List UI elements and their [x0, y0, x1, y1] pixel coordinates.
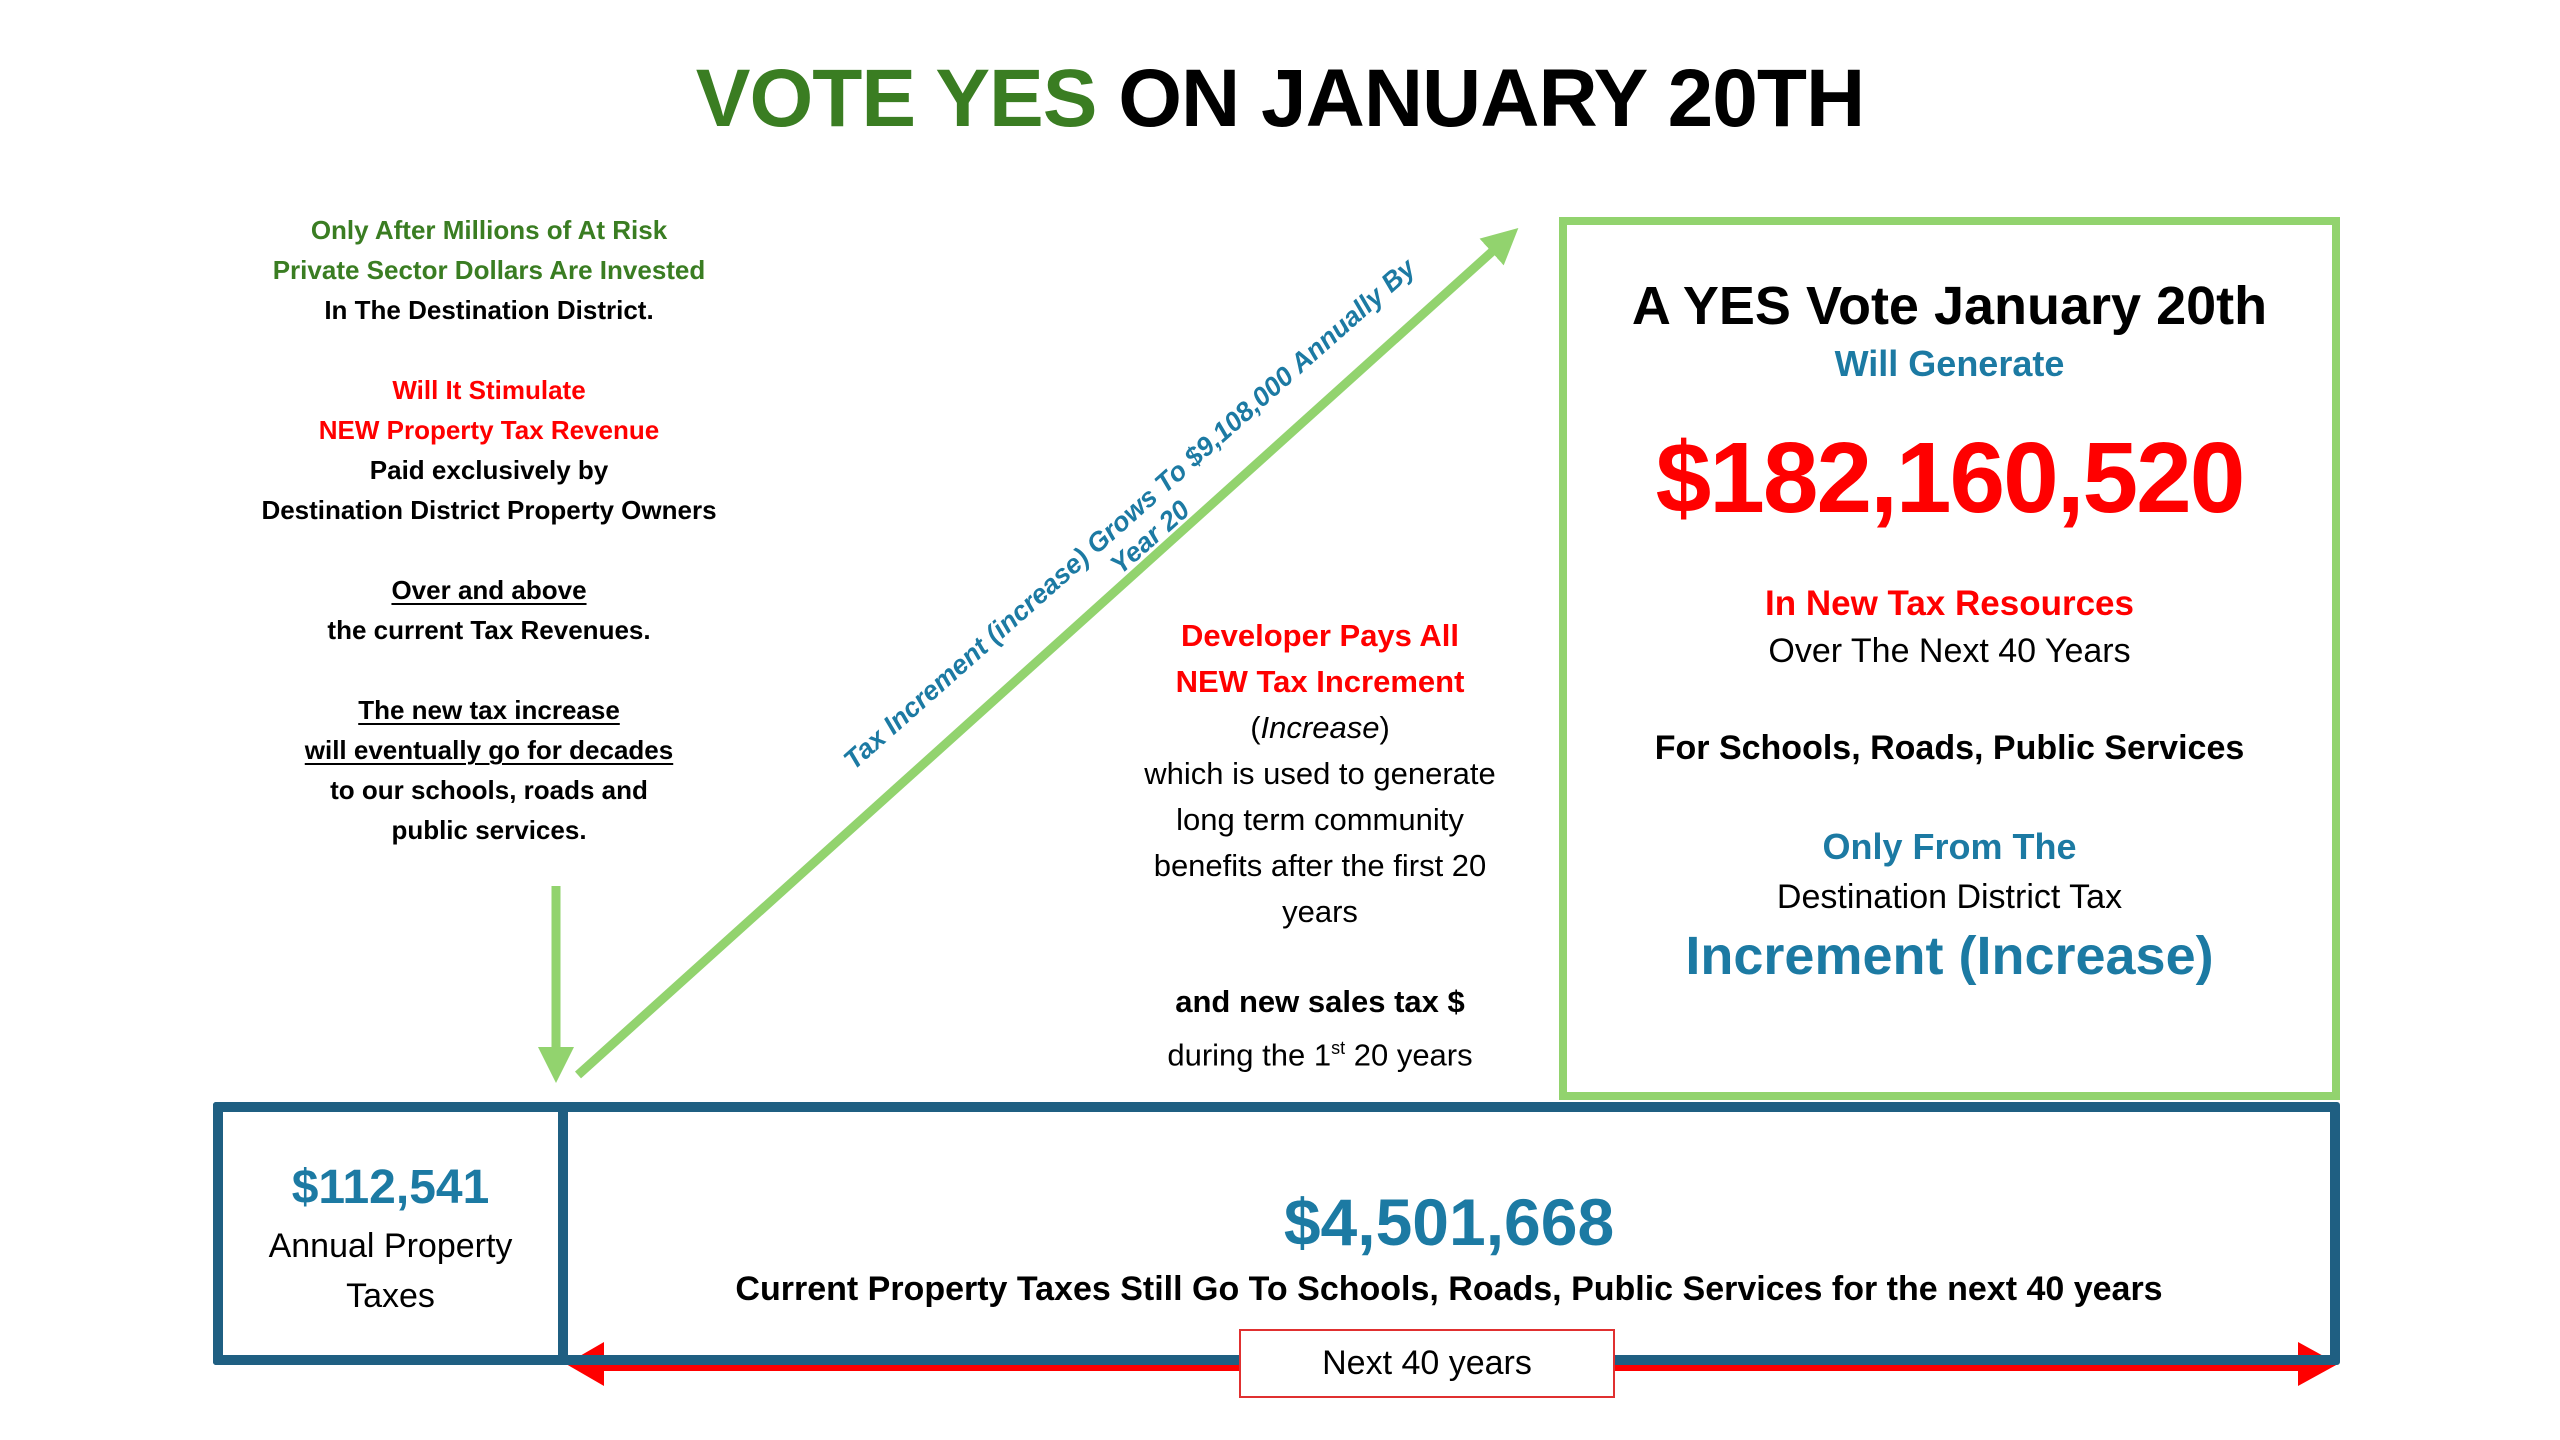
yes-box-district: Destination District Tax [1776, 878, 2123, 916]
left-explanation: Only After Millions of At Risk Private S… [189, 210, 789, 850]
left-line: to our schools, roads and [330, 775, 648, 805]
dev-line: which is used to generate [1144, 756, 1496, 791]
yes-box-period: Over The Next 40 Years [1768, 632, 2131, 670]
left-line: the current Tax Revenues. [327, 615, 651, 645]
dev-line: Developer Pays All [1181, 618, 1459, 653]
yes-box-resources: In New Tax Resources [1765, 584, 2134, 623]
left-line: The new tax increase [358, 695, 620, 725]
dev-line: and new sales tax $ [1175, 984, 1465, 1019]
dev-line: (Increase) [1250, 710, 1390, 745]
timeline-label: Next 40 years [1239, 1329, 1615, 1398]
current-taxes-description: Current Property Taxes Still Go To Schoo… [735, 1270, 2163, 1308]
yes-vote-box: A YES Vote January 20th Will Generate $1… [1559, 217, 2340, 1100]
yes-box-only-from: Only From The [1822, 826, 2077, 867]
dev-line: benefits after the first 20 [1153, 848, 1487, 883]
dev-line: years [1282, 894, 1358, 929]
left-line: Over and above [391, 575, 587, 605]
diagonal-growth-arrow-icon [574, 227, 1519, 1079]
developer-explanation: Developer Pays All NEW Tax Increment (In… [1080, 613, 1560, 1078]
left-line: NEW Property Tax Revenue [318, 415, 660, 445]
annual-amount: $112,541 [291, 1161, 490, 1214]
yes-box-amount: $182,160,520 [1655, 422, 2246, 534]
page-title: VOTE YES ON JANUARY 20TH [0, 52, 2560, 146]
annual-label: Taxes [346, 1277, 435, 1315]
title-date: ON JANUARY 20TH [1118, 53, 1865, 144]
left-line: Only After Millions of At Risk [310, 215, 668, 245]
dev-line: long term community [1176, 802, 1464, 837]
left-line: will eventually go for decades [304, 735, 674, 765]
left-line: Destination District Property Owners [261, 495, 717, 525]
left-line: Will It Stimulate [392, 375, 586, 405]
left-line: In The Destination District. [324, 295, 654, 325]
left-line: Private Sector Dollars Are Invested [272, 255, 706, 285]
yes-box-increment: Increment (Increase) [1685, 926, 2214, 986]
title-vote-yes: VOTE YES [695, 53, 1098, 144]
left-line: public services. [391, 815, 587, 845]
annual-taxes-box: $112,541 Annual Property Taxes [213, 1102, 568, 1365]
left-line: Paid exclusively by [369, 455, 609, 485]
annual-label: Annual Property [268, 1227, 513, 1265]
dev-line: NEW Tax Increment [1175, 664, 1465, 699]
yes-box-heading: A YES Vote January 20th [1631, 276, 2268, 336]
dev-line: during the 1st 20 years [1167, 1037, 1473, 1073]
current-taxes-amount: $4,501,668 [1283, 1185, 1615, 1259]
yes-box-uses: For Schools, Roads, Public Services [1654, 729, 2245, 767]
yes-box-subheading: Will Generate [1834, 343, 2065, 384]
